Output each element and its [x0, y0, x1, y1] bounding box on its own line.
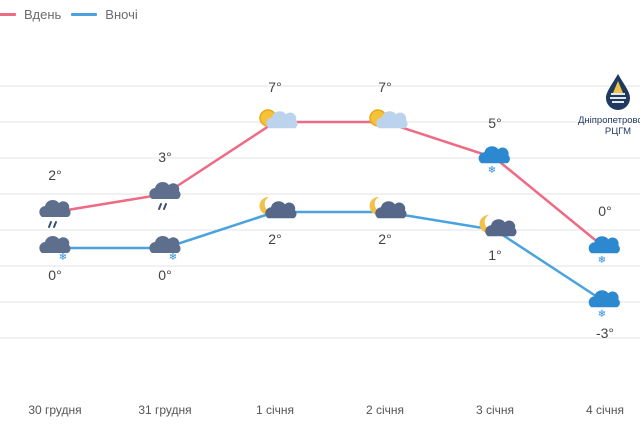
- x-tick-label: 31 грудня: [138, 403, 191, 417]
- legend-item-night[interactable]: Вночі: [71, 6, 138, 22]
- legend-swatch-night: [71, 12, 98, 16]
- sun-cloud-icon: [369, 109, 408, 129]
- x-tick-label: 2 січня: [366, 403, 404, 417]
- series-line-day: [54, 120, 606, 249]
- data-label: 0°: [48, 267, 61, 283]
- chart-legend: Вдень Вночі: [0, 4, 138, 24]
- data-label: 5°: [488, 115, 501, 131]
- data-label: 2°: [378, 231, 391, 247]
- cloud-snow-icon: ❄: [478, 146, 510, 176]
- rain-drops: [48, 221, 57, 228]
- data-label: 2°: [268, 231, 281, 247]
- data-label: 3°: [158, 149, 171, 165]
- legend-swatch-day: [0, 12, 16, 16]
- cloud-shape: [149, 181, 181, 199]
- cloudy-snow-icon: ❄: [39, 235, 71, 263]
- moon-shape: [479, 214, 496, 233]
- rain-drops: [158, 203, 167, 210]
- series-line-night: [55, 210, 606, 304]
- data-label: -3°: [596, 325, 614, 341]
- cloud-shape: [376, 111, 408, 129]
- data-label: 7°: [378, 79, 391, 95]
- cloud-shape: [39, 235, 71, 253]
- legend-label-day: Вдень: [24, 6, 62, 22]
- x-tick-label: 4 січня: [586, 403, 624, 417]
- cloud-snow-icon: ❄: [588, 236, 620, 266]
- x-tick-label: 1 січня: [256, 403, 294, 417]
- logo-line2: РЦГМ: [604, 126, 632, 137]
- cloud-shape: [588, 290, 620, 308]
- legend-item-day[interactable]: Вдень: [0, 7, 61, 22]
- data-label: 0°: [158, 267, 171, 283]
- moon-cloud-icon: [369, 196, 407, 219]
- snow-flake: ❄: [59, 252, 67, 263]
- data-label: 2°: [48, 167, 61, 183]
- moon-cloud-icon: [259, 196, 297, 219]
- cloud-shape: [39, 199, 71, 217]
- x-tick-label: 30 грудня: [28, 403, 81, 417]
- drop-logo-icon: [606, 74, 630, 110]
- cloud-shape: [375, 201, 407, 219]
- x-tick-label: 3 січня: [476, 403, 514, 417]
- cloud-shape: [266, 111, 298, 129]
- cloud-snow-icon: ❄: [588, 290, 620, 320]
- moon-shape: [259, 196, 276, 215]
- sun-cloud-icon: [259, 109, 298, 129]
- cloud-shape: [588, 236, 620, 254]
- cloud-shape: [265, 201, 297, 219]
- cloudy-rain-icon: [39, 199, 71, 228]
- logo-line1: Дніпропетровський: [578, 115, 640, 126]
- snow-flake: ❄: [488, 165, 496, 176]
- snow-flake: ❄: [598, 255, 606, 266]
- data-label: 7°: [268, 79, 281, 95]
- moon-cloud-icon: [479, 214, 517, 237]
- cloud-shape: [478, 146, 510, 164]
- agency-logo: Дніпропетровський РЦГМ: [578, 72, 640, 137]
- legend-label-night: Вночі: [105, 6, 138, 22]
- cloudy-snow-icon: ❄: [149, 235, 181, 263]
- snow-flake: ❄: [598, 309, 606, 320]
- moon-shape: [369, 196, 386, 215]
- data-label: 1°: [488, 247, 501, 263]
- data-label: 0°: [598, 203, 611, 219]
- cloud-shape: [485, 219, 517, 237]
- cloudy-rain-icon: [149, 181, 181, 210]
- cloud-shape: [149, 235, 181, 253]
- snow-flake: ❄: [169, 252, 177, 263]
